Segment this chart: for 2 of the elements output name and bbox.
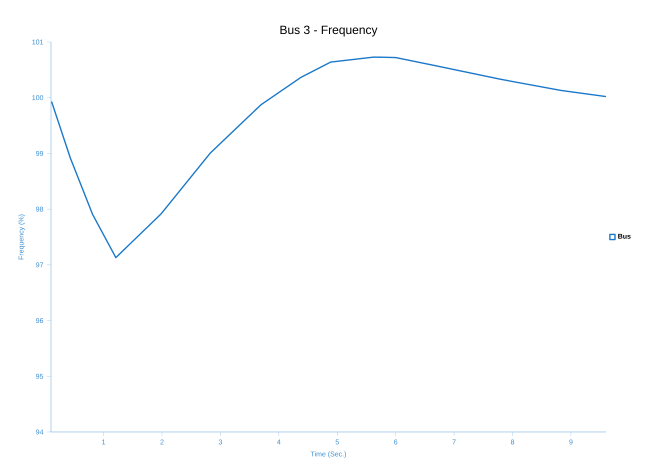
chart-title: Bus 3 - Frequency — [280, 26, 378, 36]
line-series — [51, 56, 606, 258]
